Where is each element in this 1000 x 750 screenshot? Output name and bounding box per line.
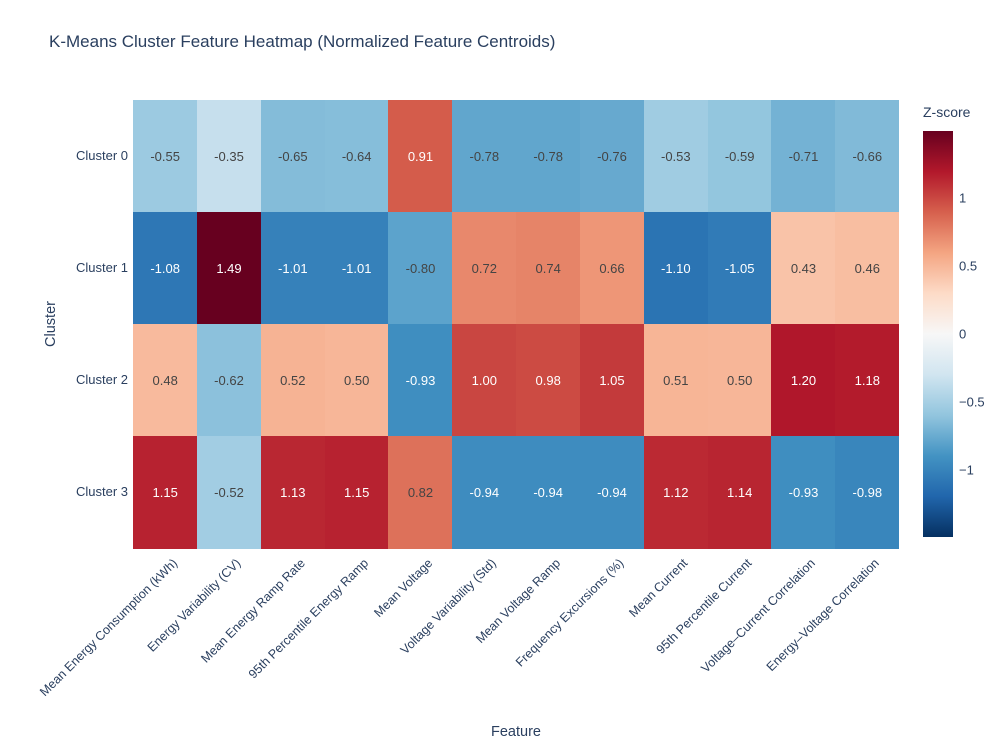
colorbar-tick-label: 0	[959, 326, 967, 342]
x-tick-label-text: Voltage–Current Correlation	[698, 556, 819, 676]
heatmap-cell[interactable]: 1.18	[835, 324, 900, 437]
y-tick-label: Cluster 0	[75, 148, 128, 163]
x-axis-title: Feature	[491, 724, 541, 740]
heatmap-cell[interactable]: 0.98	[516, 324, 581, 437]
heatmap-cell[interactable]: -0.59	[707, 100, 772, 213]
heatmap-cell[interactable]: 0.51	[643, 324, 708, 437]
colorbar-gradient	[923, 131, 953, 537]
heatmap-cell[interactable]: 0.74	[516, 212, 581, 325]
heatmap-cell[interactable]: -0.55	[133, 100, 198, 213]
y-axis-title-text: Cluster	[43, 301, 59, 347]
heatmap-cell[interactable]: -0.64	[324, 100, 389, 213]
x-tick-label-text: Mean Energy Ramp Rate	[197, 556, 308, 666]
heatmap-cell[interactable]: -1.10	[643, 212, 708, 325]
y-tick-label: Cluster 2	[75, 372, 128, 387]
x-tick-label-text: Energy–Voltage Correlation	[763, 556, 882, 674]
colorbar-tick-label: 0.5	[959, 258, 978, 274]
x-tick-label-text: Frequency Excursions (%)	[513, 556, 627, 670]
heatmap-cell[interactable]: -0.78	[452, 100, 517, 213]
heatmap-cell[interactable]: -0.35	[196, 100, 262, 213]
heatmap-cell[interactable]: 1.20	[771, 324, 836, 437]
heatmap-cell[interactable]: -0.76	[579, 100, 645, 213]
heatmap-cell[interactable]: 1.13	[260, 436, 325, 549]
heatmap-cell[interactable]: 0.66	[579, 212, 645, 325]
heatmap-cell[interactable]: -1.01	[260, 212, 325, 325]
heatmap-cell[interactable]: 1.15	[324, 436, 389, 549]
heatmap-cell[interactable]: 0.46	[835, 212, 900, 325]
heatmap-cell[interactable]: -0.94	[579, 436, 645, 549]
heatmap-cell[interactable]: -0.62	[196, 324, 262, 437]
heatmap-cell[interactable]: -0.52	[196, 436, 262, 549]
colorbar-tick-label: −1	[959, 462, 974, 478]
heatmap-cell[interactable]: 0.50	[707, 324, 772, 437]
heatmap-cell[interactable]: 1.05	[579, 324, 645, 437]
heatmap-cell[interactable]: 1.15	[133, 436, 198, 549]
heatmap-cell[interactable]: 1.49	[196, 212, 262, 325]
heatmap-cell[interactable]: 1.12	[643, 436, 708, 549]
x-tick-label-text: Mean Energy Consumption (kWh)	[36, 556, 180, 700]
heatmap-cell[interactable]: 0.48	[133, 324, 198, 437]
heatmap-cell[interactable]: 0.50	[324, 324, 389, 437]
heatmap-plot-area[interactable]: -0.55 -0.35 -0.65 -0.64 0.91 -0.78 -0.78 -0.76-…	[133, 100, 900, 549]
heatmap-cell[interactable]: 1.14	[707, 436, 772, 549]
heatmap-cell[interactable]: -0.71	[771, 100, 836, 213]
y-tick-label: Cluster 1	[75, 260, 128, 275]
heatmap-cell[interactable]: -1.01	[324, 212, 389, 325]
heatmap-cell[interactable]: 0.72	[452, 212, 517, 325]
heatmap-cell[interactable]: -0.94	[452, 436, 517, 549]
colorbar-tick-label: 1	[959, 190, 967, 206]
heatmap-cell[interactable]: 0.43	[771, 212, 836, 325]
heatmap-cell[interactable]: 0.82	[388, 436, 453, 549]
heatmap-cell[interactable]: -0.66	[835, 100, 900, 213]
heatmap-cell[interactable]: -0.65	[260, 100, 325, 213]
x-tick-label-text: Mean Voltage	[371, 556, 436, 620]
colorbar-tick-label: −0.5	[959, 394, 985, 410]
heatmap-cell[interactable]: -0.93	[388, 324, 453, 437]
heatmap-cell[interactable]: -0.53	[643, 100, 708, 213]
heatmap-cell[interactable]: -0.93	[771, 436, 836, 549]
heatmap-cell[interactable]: -0.98	[835, 436, 900, 549]
heatmap-cell[interactable]: -0.80	[388, 212, 453, 325]
heatmap-cell[interactable]: -1.08	[133, 212, 198, 325]
x-tick-label-text: Mean Current	[626, 556, 691, 620]
heatmap-cell[interactable]: 0.91	[388, 100, 453, 213]
heatmap-cell[interactable]: 0.52	[260, 324, 325, 437]
colorbar-title: Z-score	[923, 104, 971, 120]
chart-title: K-Means Cluster Feature Heatmap (Normali…	[49, 32, 556, 51]
x-tick-label-text: 95th Percentile Energy Ramp	[245, 556, 372, 682]
heatmap-cell[interactable]: -0.78	[516, 100, 581, 213]
heatmap-cell[interactable]: 1.00	[452, 324, 517, 437]
y-tick-label: Cluster 3	[75, 484, 128, 499]
heatmap-cell[interactable]: -1.05	[707, 212, 772, 325]
heatmap-cell[interactable]: -0.94	[516, 436, 581, 549]
